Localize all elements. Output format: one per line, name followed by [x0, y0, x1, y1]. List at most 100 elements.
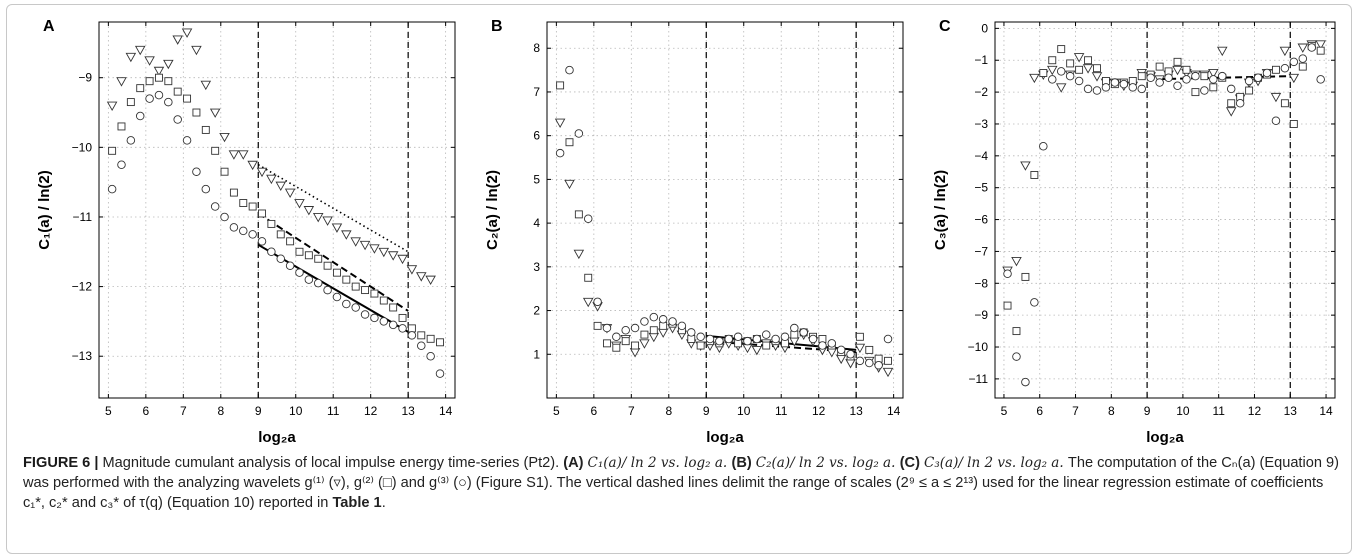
caption-panel-c-text: C₃(a)/ ln 2 vs. log₂ a.: [924, 455, 1068, 471]
data-point-square: [211, 146, 220, 155]
data-point-square: [370, 289, 379, 298]
data-point-square: [649, 326, 658, 335]
data-point-square: [201, 125, 210, 134]
data-point-square: [1084, 56, 1093, 65]
data-point-circle: [1218, 71, 1227, 81]
data-point-circle: [1092, 86, 1102, 95]
data-point-square: [1030, 170, 1039, 179]
data-point-triangle: [387, 251, 399, 261]
data-point-square: [1066, 59, 1075, 68]
data-point-square: [574, 210, 583, 219]
data-point-triangle: [845, 359, 856, 369]
data-point-triangle: [209, 108, 221, 118]
data-point-triangle: [238, 150, 249, 160]
y-tick-label: −12: [72, 280, 93, 294]
data-point-square: [593, 321, 602, 330]
data-point-triangle: [350, 237, 361, 247]
y-tick-label: −7: [974, 244, 988, 258]
data-point-circle: [117, 160, 126, 169]
data-point-triangle: [219, 132, 230, 143]
data-point-circle: [173, 115, 182, 124]
data-point-square: [276, 230, 285, 239]
y-tick-label: −11: [73, 210, 93, 224]
data-point-circle: [1316, 75, 1325, 84]
data-point-circle: [1039, 142, 1048, 151]
data-point-square: [192, 108, 201, 117]
data-point-circle: [332, 292, 342, 302]
data-point-triangle: [564, 179, 575, 190]
data-point-square: [229, 188, 238, 197]
data-point-circle: [1173, 81, 1182, 90]
data-point-square: [342, 275, 351, 284]
y-axis-label: C₂(a) / ln(2): [484, 170, 501, 250]
y-axis-label: C₁(a) / ln(2): [36, 170, 53, 250]
data-point-circle: [649, 312, 659, 322]
y-tick-label: −9: [974, 308, 988, 322]
data-point-circle: [565, 65, 574, 75]
data-point-circle: [687, 328, 696, 337]
x-tick-label: 14: [1319, 404, 1333, 418]
data-point-square: [1173, 57, 1182, 66]
y-tick-label: 6: [533, 129, 540, 143]
x-tick-label: 8: [665, 404, 672, 418]
y-tick-label: 8: [533, 41, 540, 55]
figure-6-plots: 5 6 7 8 9 10 11 12 13 14−13−12−11−10−9Alog₂aC₁(a)…: [36, 18, 1336, 445]
data-point-circle: [220, 212, 229, 222]
y-tick-label: 5: [533, 172, 540, 186]
data-point-square: [323, 261, 332, 270]
data-point-circle: [583, 214, 593, 223]
figure-caption: FIGURE 6 | Magnitude cumulant analysis o…: [23, 453, 1345, 513]
data-point-triangle: [284, 188, 296, 199]
data-point-circle: [761, 330, 771, 339]
data-point-circle: [370, 313, 379, 323]
data-point-circle: [398, 324, 407, 333]
data-point-square: [417, 331, 426, 340]
data-point-square: [389, 303, 398, 312]
data-point-triangle: [247, 160, 258, 171]
data-point-triangle: [1270, 92, 1282, 103]
panel-letter: A: [43, 18, 55, 35]
data-point-triangle: [331, 223, 343, 233]
data-point-square: [164, 77, 173, 86]
data-point-triangle: [228, 150, 240, 160]
data-point-circle: [313, 278, 323, 288]
data-point-circle: [771, 334, 780, 344]
data-point-circle: [668, 317, 677, 326]
x-tick-label: 12: [812, 404, 826, 418]
table-1-link[interactable]: Table 1: [332, 495, 382, 511]
data-point-circle: [239, 226, 248, 236]
data-point-circle: [790, 323, 799, 333]
data-point-triangle: [172, 35, 183, 45]
data-point-square: [314, 254, 323, 263]
data-point-circle: [360, 310, 370, 319]
data-point-square: [108, 146, 117, 155]
data-point-circle: [1253, 73, 1263, 83]
data-point-circle: [210, 202, 220, 211]
x-tick-label: 5: [105, 404, 112, 418]
data-point-triangle: [1020, 161, 1031, 171]
x-tick-label: 9: [255, 404, 262, 418]
y-tick-label: −9: [78, 71, 92, 85]
caption-panel-a-tag: (A): [563, 455, 588, 471]
data-point-square: [126, 98, 135, 107]
data-point-circle: [780, 332, 790, 342]
plot-area-frame: [994, 21, 1336, 399]
data-point-square: [136, 84, 145, 93]
x-tick-label: 8: [217, 404, 224, 418]
x-axis-label: log₂a: [1146, 429, 1184, 445]
data-point-square: [1245, 86, 1254, 95]
data-point-square: [584, 273, 593, 282]
data-point-circle: [1074, 76, 1084, 86]
data-point-triangle: [639, 339, 650, 349]
data-point-triangle: [256, 167, 268, 178]
data-point-circle: [107, 184, 117, 194]
data-point-circle: [593, 297, 602, 307]
data-point-square: [884, 356, 892, 365]
y-axis-label: C₃(a) / ln(2): [932, 170, 949, 250]
data-point-circle: [752, 334, 762, 344]
data-point-triangle: [573, 249, 585, 260]
y-tick-label: −3: [974, 117, 988, 131]
data-point-square: [304, 251, 313, 260]
data-point-square: [1039, 69, 1048, 77]
data-point-square: [1003, 301, 1012, 310]
